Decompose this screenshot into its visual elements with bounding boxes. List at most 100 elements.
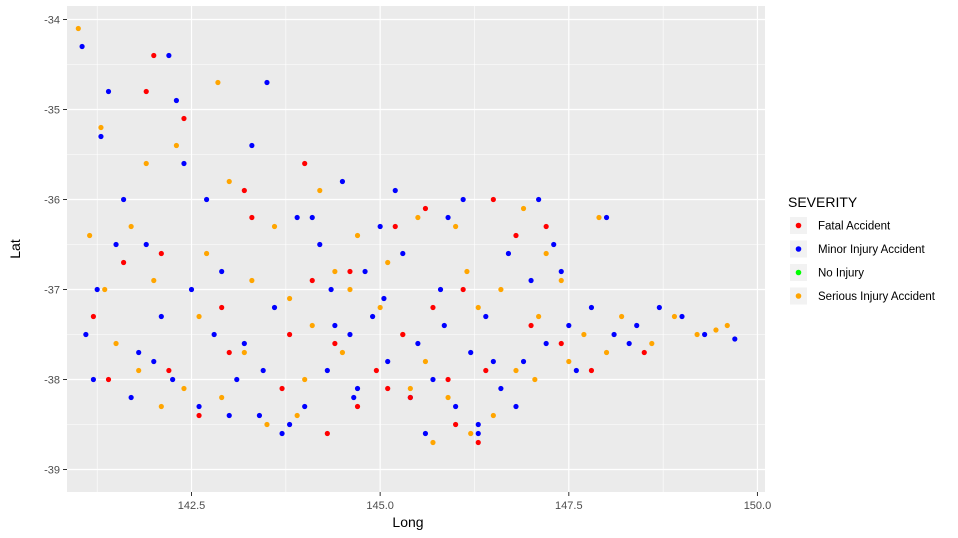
point-fatal-accident bbox=[158, 250, 164, 257]
point-minor-injury-accident bbox=[324, 367, 330, 374]
legend-key-minor-injury-accident bbox=[795, 246, 802, 252]
point-minor-injury-accident bbox=[339, 178, 346, 185]
point-fatal-accident bbox=[558, 340, 564, 347]
point-fatal-accident bbox=[354, 403, 361, 410]
point-fatal-accident bbox=[422, 205, 429, 212]
x-axis-title: Long bbox=[392, 514, 423, 530]
x-tick-label: 142.5 bbox=[178, 500, 206, 512]
point-minor-injury-accident bbox=[271, 304, 278, 311]
point-serious-injury-accident bbox=[422, 358, 429, 365]
point-minor-injury-accident bbox=[143, 241, 149, 248]
point-fatal-accident bbox=[460, 286, 466, 293]
y-axis-title: Lat bbox=[7, 239, 23, 259]
point-fatal-accident bbox=[241, 187, 247, 194]
point-serious-injury-accident bbox=[475, 304, 481, 311]
point-serious-injury-accident bbox=[102, 286, 108, 293]
y-tick-label: -39 bbox=[44, 465, 60, 477]
point-minor-injury-accident bbox=[94, 286, 100, 293]
point-serious-injury-accident bbox=[339, 349, 346, 356]
point-serious-injury-accident bbox=[385, 259, 391, 266]
point-serious-injury-accident bbox=[724, 322, 730, 329]
point-fatal-accident bbox=[279, 385, 285, 392]
point-minor-injury-accident bbox=[422, 430, 429, 437]
point-fatal-accident bbox=[430, 304, 436, 311]
point-serious-injury-accident bbox=[513, 367, 519, 374]
point-fatal-accident bbox=[196, 412, 202, 419]
point-fatal-accident bbox=[219, 304, 225, 311]
point-minor-injury-accident bbox=[204, 196, 210, 203]
point-serious-injury-accident bbox=[215, 79, 221, 86]
point-serious-injury-accident bbox=[204, 250, 210, 257]
point-minor-injury-accident bbox=[400, 250, 406, 257]
point-serious-injury-accident bbox=[713, 327, 719, 333]
plot-panel bbox=[67, 6, 765, 492]
point-minor-injury-accident bbox=[136, 349, 142, 356]
point-serious-injury-accident bbox=[558, 277, 564, 284]
point-minor-injury-accident bbox=[498, 385, 504, 392]
y-tick-label: -37 bbox=[44, 285, 60, 297]
point-serious-injury-accident bbox=[287, 295, 293, 302]
point-minor-injury-accident bbox=[332, 322, 338, 329]
point-minor-injury-accident bbox=[83, 331, 89, 338]
point-minor-injury-accident bbox=[588, 304, 595, 311]
point-serious-injury-accident bbox=[75, 25, 81, 32]
point-minor-injury-accident bbox=[347, 331, 353, 338]
point-minor-injury-accident bbox=[294, 214, 300, 221]
point-minor-injury-accident bbox=[226, 412, 232, 419]
point-serious-injury-accident bbox=[464, 268, 470, 275]
point-minor-injury-accident bbox=[351, 394, 357, 401]
point-minor-injury-accident bbox=[120, 196, 127, 203]
point-fatal-accident bbox=[513, 232, 519, 239]
point-minor-injury-accident bbox=[392, 187, 398, 194]
point-fatal-accident bbox=[151, 52, 157, 59]
point-minor-injury-accident bbox=[264, 79, 270, 86]
point-fatal-accident bbox=[543, 223, 549, 230]
point-minor-injury-accident bbox=[679, 313, 685, 320]
point-minor-injury-accident bbox=[415, 340, 421, 347]
point-fatal-accident bbox=[445, 376, 451, 383]
y-axis-ticks: -39 -38 -37 -36 -35 -34 bbox=[44, 15, 67, 477]
point-serious-injury-accident bbox=[332, 268, 338, 275]
point-fatal-accident bbox=[400, 331, 406, 338]
point-serious-injury-accident bbox=[219, 394, 225, 401]
point-minor-injury-accident bbox=[181, 160, 187, 167]
point-minor-injury-accident bbox=[381, 295, 387, 302]
point-minor-injury-accident bbox=[430, 376, 436, 383]
point-serious-injury-accident bbox=[694, 331, 700, 338]
point-minor-injury-accident bbox=[309, 214, 315, 221]
point-serious-injury-accident bbox=[407, 385, 413, 392]
point-minor-injury-accident bbox=[188, 286, 195, 293]
legend-key-fatal-accident bbox=[795, 222, 802, 229]
point-minor-injury-accident bbox=[558, 268, 564, 275]
point-fatal-accident bbox=[90, 313, 97, 320]
point-minor-injury-accident bbox=[370, 313, 376, 320]
point-minor-injury-accident bbox=[241, 340, 247, 347]
point-serious-injury-accident bbox=[151, 277, 157, 284]
point-serious-injury-accident bbox=[158, 403, 164, 410]
point-fatal-accident bbox=[226, 349, 232, 356]
point-minor-injury-accident bbox=[385, 358, 391, 365]
point-minor-injury-accident bbox=[151, 358, 157, 365]
point-fatal-accident bbox=[407, 394, 413, 401]
point-minor-injury-accident bbox=[377, 223, 383, 230]
point-minor-injury-accident bbox=[490, 358, 496, 365]
point-minor-injury-accident bbox=[528, 277, 534, 284]
point-serious-injury-accident bbox=[581, 331, 587, 338]
point-serious-injury-accident bbox=[377, 304, 383, 311]
point-minor-injury-accident bbox=[234, 376, 240, 383]
point-minor-injury-accident bbox=[158, 313, 164, 320]
point-fatal-accident bbox=[332, 340, 338, 347]
point-serious-injury-accident bbox=[520, 205, 527, 212]
point-fatal-accident bbox=[385, 385, 391, 392]
point-serious-injury-accident bbox=[532, 376, 538, 383]
legend-label: Minor Injury Accident bbox=[818, 244, 926, 256]
y-tick-label: -36 bbox=[44, 195, 60, 207]
point-minor-injury-accident bbox=[79, 43, 85, 50]
point-minor-injury-accident bbox=[256, 412, 263, 419]
point-minor-injury-accident bbox=[520, 358, 527, 365]
point-minor-injury-accident bbox=[211, 331, 217, 338]
point-serious-injury-accident bbox=[596, 214, 602, 221]
point-fatal-accident bbox=[120, 259, 127, 266]
point-fatal-accident bbox=[287, 331, 293, 338]
point-minor-injury-accident bbox=[468, 349, 474, 356]
